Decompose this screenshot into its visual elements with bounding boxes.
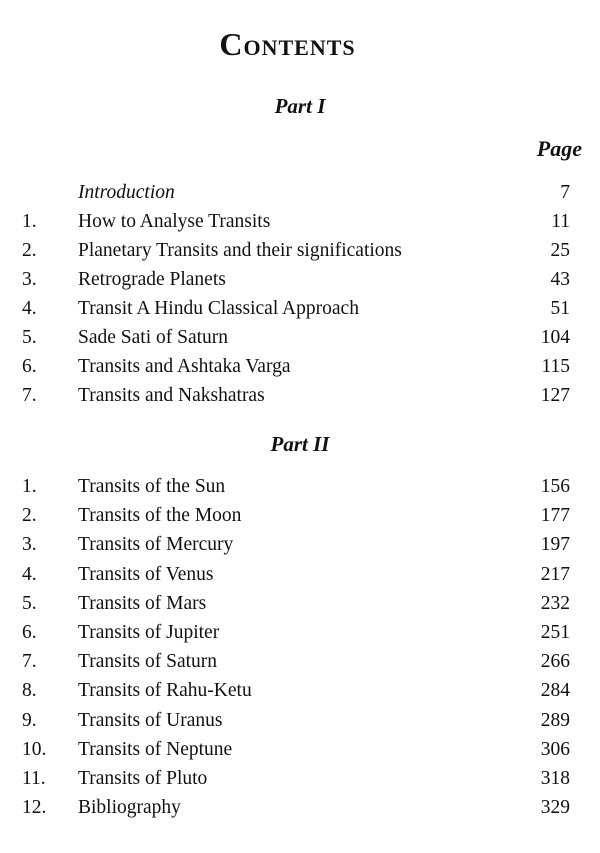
entry-title: Transits of Uranus [78,709,223,731]
entry-number: 4. [22,298,37,319]
toc-entry: 6. Transits and Ashtaka Varga 115 [0,353,600,381]
entry-page: 115 [541,356,570,377]
entry-title: Transits of Venus [78,563,214,585]
toc-entry: 10. Transits of Neptune 306 [0,736,600,764]
entry-number: 4. [22,563,37,585]
entry-page: 11 [551,211,570,232]
entry-page: 7 [560,182,570,203]
entry-number: 12. [22,797,47,819]
entry-number: 6. [22,356,37,377]
entry-title: Transits of the Sun [78,476,226,497]
entry-number: 8. [22,680,37,702]
entry-title: Transits of the Moon [78,505,242,527]
entry-number: 5. [22,327,37,348]
entry-title: Transit A Hindu Classical Approach [78,298,359,319]
entry-number: 10. [22,738,47,760]
page-title: Contents [219,26,356,62]
entry-page: 329 [540,797,570,819]
entry-title: Transits of Neptune [78,738,233,760]
entry-page: 251 [540,622,570,643]
entry-title: Bibliography [78,797,181,819]
entry-page: 197 [540,534,570,556]
toc-entry: 9. Transits of Uranus 289 [0,707,600,735]
entry-page: 289 [540,709,570,731]
toc-entry: 1. How to Analyse Transits 11 [0,208,600,236]
entry-number: 6. [22,622,37,643]
entry-title: Sade Sati of Saturn [78,327,229,348]
entry-title: Transits of Jupiter [78,622,220,643]
entry-page: 266 [540,651,570,673]
entry-title: Introduction [78,182,175,203]
toc-entry: 4. Transits of Venus 217 [0,561,600,589]
entry-title: Transits of Mars [78,592,207,614]
toc-entry: 1. Transits of the Sun 156 [0,473,600,501]
entry-page: 156 [540,476,570,497]
part-1-heading: Part I [274,94,326,118]
toc-entry: 4. Transit A Hindu Classical Approach 51 [0,295,600,323]
entry-number: 9. [22,709,37,731]
entry-number: 7. [22,651,37,673]
entry-number: 3. [22,269,37,290]
part-2-heading: Part II [270,432,330,456]
entry-page: 51 [550,298,571,319]
toc-entry: 6. Transits of Jupiter 251 [0,619,600,647]
entry-number: 1. [22,476,37,497]
toc-entry: 2. Planetary Transits and their significa… [0,237,600,265]
entry-title: Planetary Transits and their significati… [78,240,402,261]
entry-title: Transits of Mercury [78,534,234,556]
entry-number: 11. [22,768,46,789]
entry-page: 284 [540,680,570,702]
entry-page: 43 [550,269,571,290]
entry-number: 2. [22,240,37,261]
toc-entry: 2. Transits of the Moon 177 [0,502,600,530]
toc-entry: Introduction 7 [0,179,600,207]
entry-number: 3. [22,534,37,556]
toc-entry: 8. Transits of Rahu-Ketu 284 [0,677,600,705]
entry-title: Transits and Ashtaka Varga [78,356,291,377]
toc-entry: 5. Sade Sati of Saturn 104 [0,324,600,352]
page-column-header: Page [536,136,582,161]
entry-page: 25 [550,240,571,261]
entry-title: Transits of Pluto [78,768,208,789]
entry-page: 232 [540,592,570,614]
entry-number: 5. [22,592,37,614]
toc-entry: 7. Transits and Nakshatras 127 [0,382,600,410]
entry-title: Transits of Rahu-Ketu [78,680,252,702]
entry-page: 177 [540,505,570,527]
toc-entry: 7. Transits of Saturn 266 [0,648,600,676]
toc-entry: 3. Transits of Mercury 197 [0,531,600,559]
entry-title: Retrograde Planets [78,269,226,290]
entry-page: 104 [540,327,570,348]
toc-entry: 12. Bibliography 329 [0,794,600,822]
entry-page: 127 [540,385,570,406]
toc-entry: 11. Transits of Pluto 318 [0,765,600,793]
entry-page: 306 [540,738,570,760]
entry-title: Transits of Saturn [78,651,218,673]
entry-number: 2. [22,505,37,527]
entry-number: 1. [22,211,37,232]
toc-entry: 3. Retrograde Planets 43 [0,266,600,294]
entry-title: Transits and Nakshatras [78,385,265,406]
entry-title: How to Analyse Transits [78,211,271,232]
entry-page: 318 [540,768,570,789]
entry-number: 7. [22,385,37,406]
toc-entry: 5. Transits of Mars 232 [0,590,600,618]
entry-page: 217 [540,563,570,585]
